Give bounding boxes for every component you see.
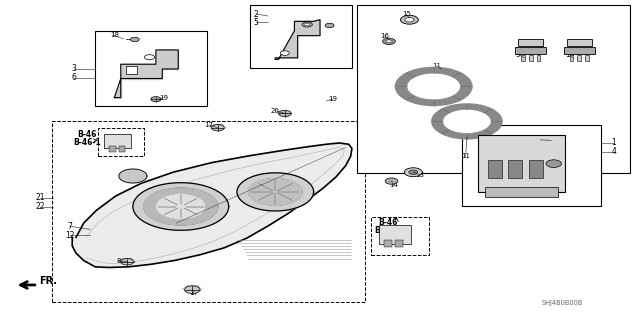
Polygon shape <box>157 195 205 219</box>
Text: 8: 8 <box>116 258 121 264</box>
Text: 1: 1 <box>611 138 616 147</box>
Bar <box>570 55 573 61</box>
Text: B-46: B-46 <box>379 218 398 227</box>
Text: 5: 5 <box>253 18 259 27</box>
Circle shape <box>405 18 414 22</box>
Circle shape <box>131 37 140 42</box>
Circle shape <box>151 97 161 102</box>
Text: 19: 19 <box>159 94 168 100</box>
Circle shape <box>443 109 491 133</box>
Circle shape <box>386 40 392 43</box>
Circle shape <box>385 178 398 184</box>
Bar <box>567 39 591 47</box>
Text: 17: 17 <box>204 122 213 128</box>
Text: 18: 18 <box>110 32 119 38</box>
Text: B-46-1: B-46-1 <box>374 226 402 235</box>
Bar <box>371 217 429 255</box>
Text: 13: 13 <box>415 172 424 178</box>
Bar <box>515 47 546 54</box>
Text: 11: 11 <box>433 63 442 69</box>
Bar <box>577 55 581 61</box>
Text: 16: 16 <box>380 33 389 39</box>
Text: 3: 3 <box>72 64 77 73</box>
Bar <box>104 134 131 148</box>
Bar <box>396 240 403 248</box>
Bar <box>585 55 589 61</box>
Text: 19: 19 <box>536 137 545 143</box>
Circle shape <box>278 110 291 117</box>
Circle shape <box>211 124 224 131</box>
Bar <box>521 55 525 61</box>
Bar <box>379 225 411 244</box>
Text: SHJ4B0B00B: SHJ4B0B00B <box>542 300 583 306</box>
Text: 19: 19 <box>328 96 337 102</box>
Circle shape <box>407 73 461 100</box>
Text: 20: 20 <box>271 108 280 114</box>
Text: 15: 15 <box>402 11 411 17</box>
Circle shape <box>409 170 418 174</box>
Bar <box>529 160 543 178</box>
Polygon shape <box>72 143 352 268</box>
Bar <box>484 188 558 197</box>
Text: B-46: B-46 <box>77 130 97 138</box>
Text: 7: 7 <box>67 222 72 231</box>
Bar <box>52 122 365 302</box>
Circle shape <box>383 38 396 45</box>
Bar <box>488 160 502 178</box>
Polygon shape <box>119 169 147 183</box>
Bar <box>478 135 564 192</box>
Polygon shape <box>133 183 228 230</box>
Bar <box>95 31 207 106</box>
Circle shape <box>401 15 419 24</box>
Polygon shape <box>115 50 178 98</box>
Circle shape <box>404 168 422 177</box>
Circle shape <box>302 22 312 27</box>
Polygon shape <box>248 179 302 205</box>
Text: 14: 14 <box>389 182 398 188</box>
Bar <box>126 66 138 74</box>
Bar <box>529 55 532 61</box>
Text: 10: 10 <box>566 49 575 59</box>
Bar <box>250 4 352 68</box>
Bar <box>564 47 595 54</box>
Circle shape <box>305 23 310 26</box>
Text: 12: 12 <box>65 231 74 240</box>
Circle shape <box>121 259 134 265</box>
Bar <box>357 4 630 173</box>
Bar <box>109 146 116 152</box>
Bar <box>536 55 540 61</box>
Circle shape <box>145 55 155 60</box>
Polygon shape <box>144 188 218 225</box>
Text: 11: 11 <box>461 153 470 159</box>
Bar <box>98 128 144 156</box>
Circle shape <box>184 286 200 293</box>
Bar <box>462 124 601 205</box>
Text: 22: 22 <box>36 202 45 211</box>
Text: 2: 2 <box>254 10 259 19</box>
Bar <box>508 160 522 178</box>
Text: B-46-1: B-46-1 <box>73 137 100 146</box>
Polygon shape <box>275 20 320 59</box>
Circle shape <box>280 51 289 55</box>
Circle shape <box>325 23 334 28</box>
Text: 17: 17 <box>189 290 198 296</box>
Bar <box>119 146 125 152</box>
Circle shape <box>546 160 561 167</box>
Text: 4: 4 <box>611 147 616 156</box>
Text: 21: 21 <box>36 193 45 202</box>
Polygon shape <box>237 173 314 211</box>
Text: 9: 9 <box>516 49 520 59</box>
Bar <box>518 39 543 47</box>
Text: 6: 6 <box>72 73 77 82</box>
Text: FR.: FR. <box>40 276 58 286</box>
Bar <box>384 240 392 248</box>
